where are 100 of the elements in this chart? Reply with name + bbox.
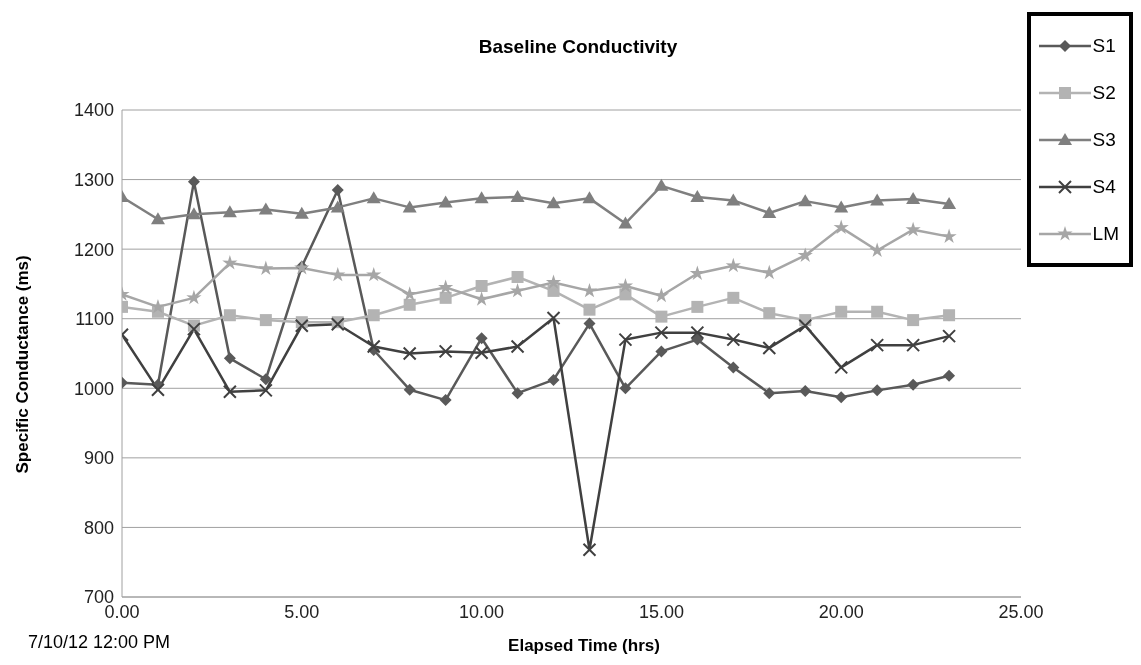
point — [510, 189, 525, 202]
point — [582, 542, 597, 557]
point — [797, 247, 813, 262]
point — [907, 314, 920, 327]
point — [222, 384, 237, 399]
point — [761, 264, 777, 280]
point — [259, 314, 272, 327]
point — [906, 338, 921, 353]
point — [690, 189, 705, 202]
point — [150, 212, 165, 225]
point — [763, 307, 776, 320]
point — [510, 339, 525, 354]
point — [223, 309, 236, 322]
point — [833, 219, 849, 235]
x-tick-label: 25.00 — [998, 601, 1044, 622]
point — [294, 318, 309, 333]
y-tick-label: 1300 — [73, 169, 114, 190]
point — [438, 279, 454, 294]
point — [294, 206, 309, 219]
point — [509, 282, 526, 298]
point — [835, 305, 848, 318]
x-tick-label: 15.00 — [638, 601, 684, 622]
x-tick-label: 20.00 — [818, 601, 864, 622]
y-tick-label: 800 — [83, 517, 114, 538]
point — [834, 360, 849, 375]
point — [258, 383, 273, 398]
point — [617, 278, 634, 293]
point — [619, 382, 632, 395]
point — [762, 205, 777, 218]
legend-label: S3 — [1092, 128, 1116, 151]
point — [402, 200, 417, 213]
point — [581, 282, 598, 298]
point — [654, 325, 669, 340]
point — [330, 266, 346, 282]
point — [258, 202, 273, 215]
point — [727, 361, 740, 374]
point — [618, 332, 633, 347]
y-tick-label: 1200 — [73, 239, 114, 260]
point — [655, 345, 668, 358]
text: 7/10/12 12:00 PM — [28, 632, 171, 653]
legend-label: S1 — [1092, 34, 1116, 57]
y-tick-label: 1100 — [75, 309, 114, 330]
point — [402, 346, 417, 361]
point — [835, 391, 848, 404]
point — [403, 298, 416, 311]
point — [439, 394, 452, 407]
y-tick-label: 1000 — [73, 378, 114, 399]
legend-label: LM — [1092, 222, 1119, 245]
point — [366, 191, 381, 204]
point — [402, 286, 418, 301]
x-axis-title: Elapsed Time (hrs) — [508, 636, 660, 655]
point — [331, 184, 344, 197]
point — [403, 383, 416, 396]
point — [941, 228, 957, 244]
point — [367, 309, 380, 322]
point — [726, 332, 741, 347]
point — [763, 387, 776, 400]
point — [475, 280, 488, 293]
point — [438, 344, 453, 359]
point — [834, 200, 849, 213]
point — [438, 195, 453, 208]
point — [366, 266, 382, 282]
y-axis-title: Specific Conductance (ms) — [13, 255, 33, 474]
point — [474, 345, 489, 360]
point — [906, 192, 921, 205]
point — [222, 255, 238, 270]
point — [259, 373, 272, 386]
point — [798, 194, 813, 207]
x-tick-label: 5.00 — [284, 601, 320, 622]
point — [799, 385, 812, 398]
point — [942, 329, 957, 344]
point — [474, 191, 489, 204]
point — [725, 257, 741, 273]
point — [943, 309, 956, 322]
point — [907, 378, 920, 391]
point — [545, 274, 562, 290]
point — [871, 305, 884, 318]
y-tick-label: 900 — [83, 448, 114, 469]
point — [869, 242, 885, 258]
point — [439, 291, 452, 304]
point — [546, 311, 561, 326]
chart-title: Baseline Conductivity — [478, 36, 678, 57]
point — [223, 352, 236, 365]
point — [727, 291, 740, 304]
point — [186, 322, 201, 337]
point — [582, 191, 597, 204]
point — [258, 260, 274, 276]
point — [691, 300, 704, 313]
point — [726, 193, 741, 206]
point — [943, 369, 956, 382]
point — [583, 303, 596, 316]
y-tick-label: 1400 — [73, 100, 114, 121]
legend-label: S2 — [1092, 81, 1116, 104]
x-tick-label: 10.00 — [459, 601, 505, 622]
point — [689, 265, 705, 280]
point — [330, 200, 345, 213]
point — [511, 270, 524, 283]
point — [798, 318, 813, 333]
point — [150, 382, 165, 397]
point — [655, 310, 668, 323]
